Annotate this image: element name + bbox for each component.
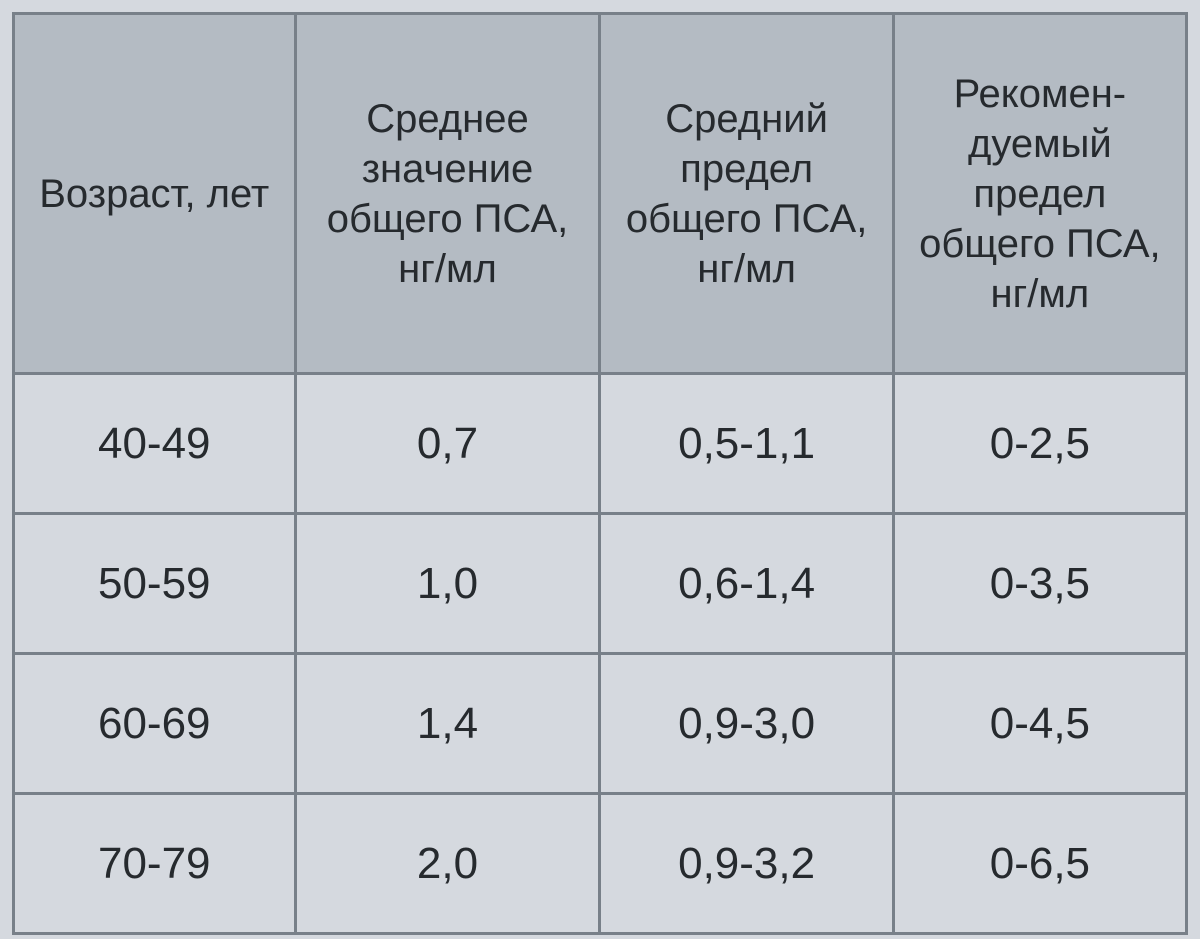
col-header-rec-range: Рекомен­дуемый предел общего ПСА, нг/мл <box>893 14 1186 374</box>
cell-age: 70-79 <box>14 794 296 934</box>
cell-mean: 0,7 <box>295 374 600 514</box>
table-row: 50-59 1,0 0,6-1,4 0-3,5 <box>14 514 1187 654</box>
table-row: 40-49 0,7 0,5-1,1 0-2,5 <box>14 374 1187 514</box>
cell-rec-range: 0-3,5 <box>893 514 1186 654</box>
table-container: Возраст, лет Среднее значение общего ПСА… <box>0 0 1200 939</box>
cell-age: 60-69 <box>14 654 296 794</box>
cell-rec-range: 0-4,5 <box>893 654 1186 794</box>
table-header-row: Возраст, лет Среднее значение общего ПСА… <box>14 14 1187 374</box>
col-header-age: Возраст, лет <box>14 14 296 374</box>
cell-mean: 1,0 <box>295 514 600 654</box>
cell-mid-range: 0,5-1,1 <box>600 374 893 514</box>
table-body: 40-49 0,7 0,5-1,1 0-2,5 50-59 1,0 0,6-1,… <box>14 374 1187 934</box>
cell-mid-range: 0,6-1,4 <box>600 514 893 654</box>
cell-mean: 1,4 <box>295 654 600 794</box>
cell-mean: 2,0 <box>295 794 600 934</box>
table-row: 60-69 1,4 0,9-3,0 0-4,5 <box>14 654 1187 794</box>
cell-rec-range: 0-6,5 <box>893 794 1186 934</box>
cell-age: 40-49 <box>14 374 296 514</box>
psa-table: Возраст, лет Среднее значение общего ПСА… <box>12 12 1188 935</box>
table-row: 70-79 2,0 0,9-3,2 0-6,5 <box>14 794 1187 934</box>
cell-mid-range: 0,9-3,0 <box>600 654 893 794</box>
table-header: Возраст, лет Среднее значение общего ПСА… <box>14 14 1187 374</box>
col-header-mid-range: Средний предел общего ПСА, нг/мл <box>600 14 893 374</box>
col-header-mean-psa: Среднее значение общего ПСА, нг/мл <box>295 14 600 374</box>
cell-rec-range: 0-2,5 <box>893 374 1186 514</box>
cell-mid-range: 0,9-3,2 <box>600 794 893 934</box>
cell-age: 50-59 <box>14 514 296 654</box>
